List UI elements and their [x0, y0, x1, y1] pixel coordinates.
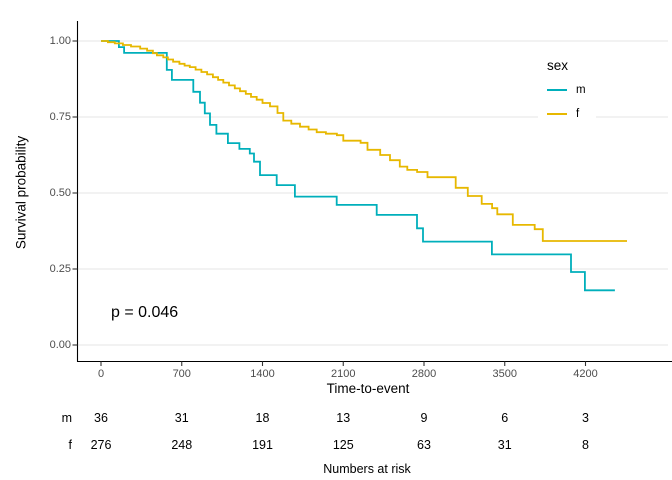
- y-tick-label-0.25: 0.25: [49, 263, 71, 275]
- risk-count-f-4200: 8: [582, 438, 589, 452]
- legend-key-line-m: [547, 88, 567, 92]
- risk-count-f-2100: 125: [332, 438, 354, 452]
- legend: sex m f: [538, 52, 596, 132]
- y-tick-label-0.75: 0.75: [49, 111, 71, 123]
- x-tick-label-3500: 3500: [492, 368, 517, 380]
- x-tick-label-1400: 1400: [250, 368, 275, 380]
- risk-count-m-1400: 18: [255, 411, 270, 425]
- legend-entry-f: f: [547, 102, 586, 126]
- risk-count-m-700: 31: [174, 411, 189, 425]
- y-tick-label-0.50: 0.50: [49, 187, 71, 199]
- y-tick-label-0.00: 0.00: [49, 339, 71, 351]
- survival-curve-m: [101, 40, 615, 292]
- x-tick-label-4200: 4200: [573, 368, 598, 380]
- risk-count-f-0: 276: [90, 438, 112, 452]
- risk-count-m-2800: 9: [420, 411, 428, 425]
- risk-row-label-m: m: [61, 411, 72, 425]
- x-tick-label-2800: 2800: [411, 368, 437, 380]
- legend-key-line-f: [547, 112, 567, 116]
- risk-count-m-2100: 13: [336, 411, 351, 425]
- risk-count-f-3500: 31: [497, 438, 512, 452]
- risk-row-label-f: f: [68, 438, 72, 452]
- risk-count-f-1400: 191: [252, 438, 273, 452]
- legend-title: sex: [547, 58, 569, 73]
- legend-entry-m: m: [547, 78, 586, 102]
- x-axis-title: Time-to-event: [326, 381, 410, 396]
- p-value-annotation: p = 0.046: [111, 304, 179, 321]
- risk-count-m-4200: 3: [582, 411, 589, 425]
- risk-count-f-2800: 63: [417, 438, 431, 452]
- x-tick-label-2100: 2100: [331, 368, 356, 380]
- legend-label-f: f: [576, 108, 580, 120]
- risk-count-f-700: 248: [171, 438, 193, 452]
- risk-count-m-0: 36: [94, 411, 108, 425]
- x-tick-label-700: 700: [172, 368, 191, 380]
- risk-count-m-3500: 6: [501, 411, 509, 425]
- risk-table-caption: Numbers at risk: [323, 462, 411, 476]
- y-tick-label-1.00: 1.00: [49, 35, 71, 47]
- survival-curve-f: [101, 40, 627, 242]
- legend-label-m: m: [576, 84, 586, 96]
- x-tick-label-0: 0: [97, 368, 105, 380]
